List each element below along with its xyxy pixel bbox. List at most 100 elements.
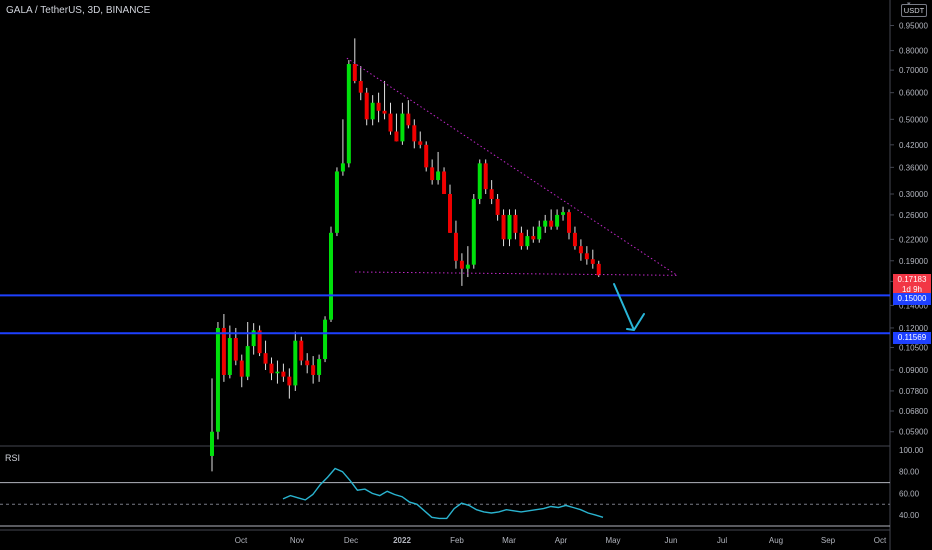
time-tick-label: Mar <box>502 536 516 545</box>
candle-up <box>323 319 328 360</box>
currency-selector[interactable]: USDT <box>901 4 927 17</box>
candle-down <box>590 259 595 264</box>
candle-down <box>239 360 244 377</box>
time-tick-label: Feb <box>450 536 464 545</box>
price-tick-label: 0.30000 <box>899 190 928 199</box>
candle-up <box>346 64 351 164</box>
rsi-tick-label: 100.00 <box>899 446 924 455</box>
time-tick-label: Nov <box>290 536 304 545</box>
rsi-indicator-label[interactable]: RSI <box>5 453 21 463</box>
time-tick-label: 2022 <box>393 536 411 545</box>
price-tick-label: 0.80000 <box>899 47 928 56</box>
candle-down <box>269 363 274 374</box>
candle-down <box>299 340 304 361</box>
candle-down <box>233 338 238 361</box>
candle-up <box>465 264 470 269</box>
pane-separators <box>0 0 891 550</box>
price-tick-label: 0.05900 <box>899 428 928 437</box>
candle-down <box>358 80 363 93</box>
candle-up <box>251 330 256 347</box>
bar-countdown-tag: 1d 9h <box>893 285 931 295</box>
candle-down <box>376 102 381 111</box>
time-axis[interactable]: Oct Nov Dec 2022 Feb Mar Apr May Jun Jul Aug Sep Oct <box>235 536 887 545</box>
rsi-tick-label: 80.00 <box>899 468 920 477</box>
candle-up <box>210 431 214 456</box>
candle-up <box>537 226 542 240</box>
candle-down <box>424 144 429 168</box>
price-tick-label: 0.07800 <box>899 387 928 396</box>
candle-up <box>400 113 405 142</box>
price-axis[interactable]: 0.95000 0.80000 0.70000 0.60000 0.50000 0.420… <box>890 21 928 437</box>
rsi-tick-label: 60.00 <box>899 489 920 498</box>
candle-down <box>495 198 500 215</box>
candle-down <box>257 330 262 354</box>
candle-down <box>406 113 411 126</box>
candle-up <box>370 102 375 120</box>
candle-up <box>329 232 333 320</box>
candle-down <box>459 260 464 269</box>
candle-down <box>531 236 536 240</box>
candle-down <box>584 253 589 260</box>
rsi-line <box>282 467 604 520</box>
candle-down <box>567 212 571 233</box>
price-tick-label: 0.09000 <box>899 366 928 375</box>
time-tick-label: May <box>605 536 620 545</box>
candle-up <box>245 346 250 377</box>
candle-down <box>221 327 226 375</box>
descending-trendline <box>346 57 678 276</box>
price-tick-label: 0.14000 <box>899 301 928 310</box>
candle-down <box>448 194 452 233</box>
candle-up <box>215 327 220 432</box>
current-price-tag: 0.17183 <box>893 274 931 285</box>
candle-up <box>555 214 560 227</box>
time-tick-label: Jun <box>665 536 678 545</box>
level-1-price-tag: 0.15000 <box>893 293 931 305</box>
level-2-price-tag: 0.11569 <box>893 332 931 344</box>
candle-down <box>442 171 447 195</box>
candle-up <box>340 163 345 172</box>
candle-down <box>513 214 518 233</box>
candle-down <box>430 167 435 181</box>
candle-up <box>471 198 476 265</box>
candle-down <box>453 232 458 261</box>
candle-down <box>596 263 601 276</box>
candle-up <box>543 220 548 227</box>
candle-up <box>227 338 232 375</box>
candle-down <box>519 232 524 247</box>
arrow-down-icon <box>613 283 645 331</box>
candle-down <box>489 189 494 199</box>
time-tick-label: Sep <box>821 536 836 545</box>
candle-down <box>572 232 577 247</box>
candle-down <box>352 64 357 81</box>
candle-down <box>394 131 399 142</box>
candle-up <box>334 171 339 233</box>
time-tick-label: Aug <box>769 536 783 545</box>
time-tick-label: Dec <box>344 536 358 545</box>
candle-up <box>507 214 512 240</box>
price-tick-label: 0.26000 <box>899 211 928 220</box>
candle-up <box>525 236 530 247</box>
candle-down <box>364 92 369 120</box>
price-tick-label: 0.06800 <box>899 407 928 416</box>
candle-up <box>436 171 441 181</box>
rsi-axis: 100.00 80.00 60.00 40.00 <box>899 446 924 520</box>
price-tick-label: 0.10500 <box>899 343 928 352</box>
price-tick-label: 0.95000 <box>899 21 928 30</box>
price-tick-label: 0.36000 <box>899 163 928 172</box>
symbol-title[interactable]: GALA / TetherUS, 3D, BINANCE <box>6 5 151 16</box>
candle-up <box>275 371 280 374</box>
price-tick-label: 0.42000 <box>899 141 928 150</box>
price-tick-label: 0.12000 <box>899 324 928 333</box>
candle-up <box>561 212 566 215</box>
candle-down <box>287 376 292 386</box>
candle-down <box>382 110 387 114</box>
candle-down <box>483 163 488 190</box>
support-trendline <box>354 271 678 276</box>
candle-down <box>305 360 310 366</box>
price-tick-label: 0.50000 <box>899 115 928 124</box>
rsi-tick-label: 40.00 <box>899 511 920 520</box>
price-tick-label: 0.19000 <box>899 257 928 266</box>
candle-down <box>418 141 423 145</box>
candle-up <box>293 340 298 386</box>
